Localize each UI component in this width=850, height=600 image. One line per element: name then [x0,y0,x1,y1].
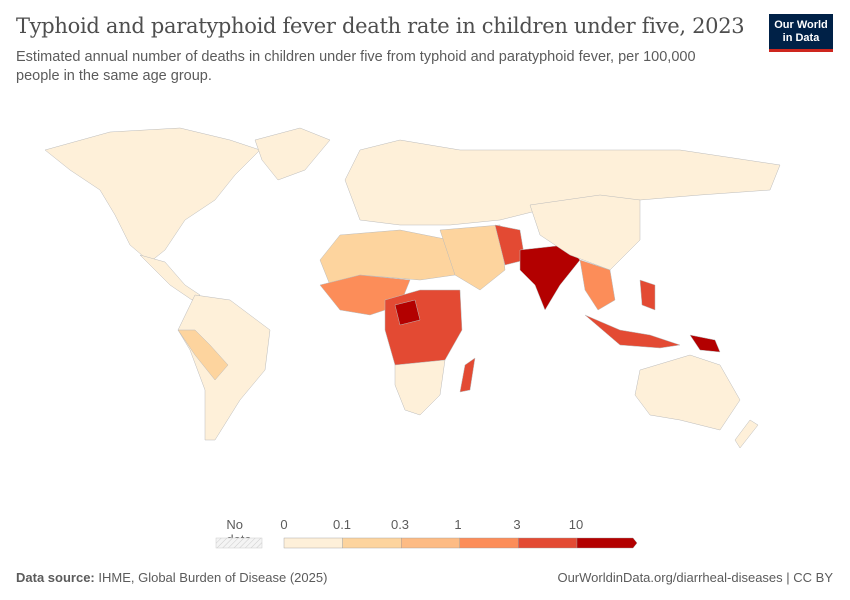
region-central-africa [384,289,463,371]
legend-no-data-swatch [215,537,263,549]
world-map[interactable] [0,110,850,510]
region-north-america [44,127,261,263]
legend-tick-2: 0.3 [390,517,410,532]
legend-bin-1 [342,537,402,549]
legend-bin-2 [400,537,460,549]
region-central-america [139,254,201,301]
legend-tick-5: 10 [568,517,584,532]
chart-subtitle: Estimated annual number of deaths in chi… [16,49,696,84]
legend-tick-0: 0 [280,517,288,532]
legend-bin-3 [459,537,519,549]
legend-tick-4: 3 [513,517,521,532]
region-new-zealand [734,419,759,449]
owid-logo[interactable]: Our World in Data [769,14,833,52]
footer-links: OurWorldinData.org/diarrheal-diseases | … [557,570,833,585]
region-philippines [639,279,656,311]
region-europe-russia [344,139,781,226]
region-southern-africa [394,359,446,416]
topic-link[interactable]: OurWorldinData.org/diarrheal-diseases [557,570,783,585]
legend-bin-4 [518,537,578,549]
legend-tick-3: 1 [454,517,462,532]
license-link[interactable]: CC BY [793,570,833,585]
region-north-africa [319,229,456,286]
region-middle-east [439,224,506,291]
legend-tick-1: 0.1 [332,517,352,532]
data-source: Data source: IHME, Global Burden of Dise… [16,570,327,585]
region-peru-bolivia [177,329,229,381]
legend-bin-5 [576,537,638,549]
region-australia [634,354,741,431]
region-greenland [254,127,331,181]
region-papua-new-guinea [689,334,721,353]
source-label: Data source: [16,570,95,585]
region-madagascar [459,357,476,393]
region-china [529,194,641,271]
region-chad-drc [394,299,421,326]
region-indonesia [584,314,681,349]
legend-bin-0 [283,537,343,549]
chart-title: Typhoid and paratyphoid fever death rate… [16,14,745,38]
region-southeast-asia [579,259,616,311]
source-text: IHME, Global Burden of Disease (2025) [98,570,328,585]
